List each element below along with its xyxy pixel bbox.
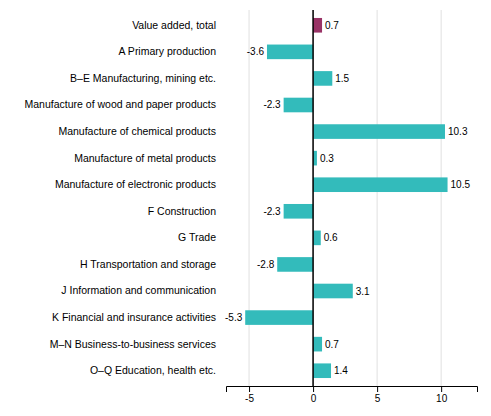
bar (245, 310, 313, 325)
data-labels: 0.7 -3.6 1.5 -2.3 10.3 0.3 10.5 -2.3 0.6 -2.8 3.1 -… (225, 20, 470, 376)
data-label: -5.3 (225, 312, 243, 323)
y-tick: H Transportation and storage (80, 258, 226, 270)
data-label: 1.5 (335, 73, 349, 84)
y-tick-label: K Financial and insurance activities (52, 311, 216, 323)
data-label: 10.3 (448, 126, 468, 137)
y-tick: Manufacture of metal products (74, 152, 226, 164)
y-tick-label: B–E Manufacturing, mining etc. (70, 72, 216, 84)
grid-line (249, 10, 250, 386)
grid-line (441, 10, 442, 386)
bars (245, 18, 447, 378)
bar (284, 204, 313, 219)
y-tick: B–E Manufacturing, mining etc. (70, 72, 226, 84)
y-tick-label: O–Q Education, health etc. (90, 364, 216, 376)
x-axis: -5 0 5 10 (227, 386, 478, 404)
data-label: 0.6 (324, 232, 338, 243)
y-tick-label: A Primary production (119, 45, 217, 57)
y-tick-label: G Trade (178, 231, 216, 243)
bar (313, 71, 332, 86)
bar (267, 45, 313, 60)
y-tick-label: J Information and communication (61, 284, 216, 296)
y-tick: G Trade (178, 231, 226, 243)
x-tick-label: -5 (245, 393, 254, 404)
data-label: -2.3 (263, 99, 281, 110)
bar (313, 124, 445, 139)
y-axis: Value added, total A Primary production B–… (25, 19, 226, 376)
y-tick: Manufacture of wood and paper products (25, 98, 226, 110)
data-label: 0.7 (325, 339, 339, 350)
data-label: 3.1 (356, 286, 370, 297)
x-tick-mark (313, 386, 314, 392)
bar (277, 257, 313, 272)
y-tick: Manufacture of electronic products (55, 178, 226, 190)
y-tick: K Financial and insurance activities (52, 311, 226, 323)
data-label: 0.7 (325, 20, 339, 31)
y-tick-label: Manufacture of electronic products (55, 178, 216, 190)
grid (249, 10, 441, 386)
y-tick: O–Q Education, health etc. (90, 364, 226, 376)
bar (313, 337, 322, 352)
data-label: 0.3 (320, 153, 334, 164)
data-label: 1.4 (334, 365, 348, 376)
x-tick-mark (249, 386, 250, 392)
x-tick-label: 0 (311, 393, 317, 404)
x-tick: 10 (436, 386, 448, 404)
y-tick: Manufacture of chemical products (58, 125, 226, 137)
bar (284, 98, 313, 113)
grid-line (377, 10, 378, 386)
x-tick-label: 5 (375, 393, 381, 404)
grid-line (313, 10, 314, 386)
x-tick-label: 10 (436, 393, 448, 404)
y-tick-label: M–N Business-to-business services (50, 338, 216, 350)
data-label: -2.8 (257, 259, 275, 270)
bar (313, 363, 331, 378)
y-tick-label: F Construction (148, 205, 216, 217)
data-label: -3.6 (247, 46, 265, 57)
x-tick-mark (441, 386, 442, 392)
y-tick: Value added, total (132, 19, 226, 31)
chart: 0.7 -3.6 1.5 -2.3 10.3 0.3 10.5 -2.3 0.6 -2.8 3.1 -… (0, 0, 491, 416)
y-tick: J Information and communication (61, 284, 226, 296)
y-tick-label: H Transportation and storage (80, 258, 216, 270)
x-tick-mark (377, 386, 378, 392)
bar (313, 231, 321, 246)
y-tick-label: Manufacture of wood and paper products (25, 98, 216, 110)
y-tick-label: Manufacture of chemical products (58, 125, 216, 137)
x-axis-line (227, 387, 478, 393)
y-tick: A Primary production (119, 45, 226, 57)
x-tick: -5 (245, 386, 254, 404)
x-tick: 5 (375, 386, 381, 404)
x-tick: 0 (311, 386, 317, 404)
data-label: -2.3 (263, 206, 281, 217)
y-tick-label: Manufacture of metal products (74, 152, 216, 164)
y-tick: M–N Business-to-business services (50, 338, 226, 350)
y-tick: F Construction (148, 205, 226, 217)
zero-line (312, 10, 314, 386)
y-tick-label: Value added, total (132, 19, 216, 31)
bar (313, 177, 447, 192)
bar (313, 18, 322, 33)
data-label: 10.5 (451, 179, 471, 190)
bar (313, 284, 353, 299)
plot: 0.7 -3.6 1.5 -2.3 10.3 0.3 10.5 -2.3 0.6 -2.8 3.1 -… (25, 10, 478, 404)
